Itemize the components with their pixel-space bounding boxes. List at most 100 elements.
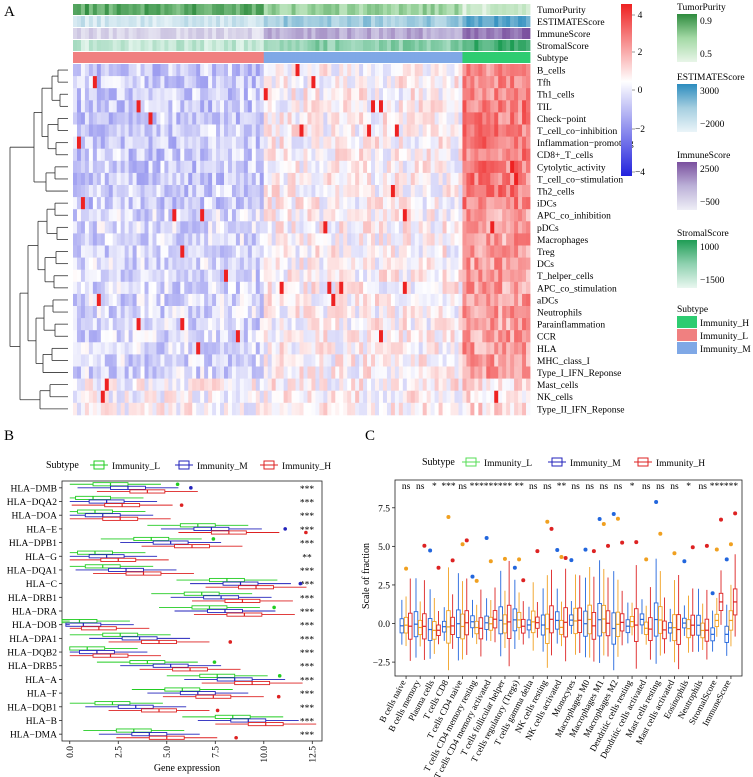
heatmap-cell <box>498 269 503 283</box>
heatmap-cell <box>446 185 451 198</box>
heatmap-cell <box>510 112 515 125</box>
heatmap-cell <box>390 330 396 343</box>
heatmap-cell <box>470 136 475 150</box>
heatmap-cell <box>390 76 396 89</box>
heatmap-cell <box>176 306 181 319</box>
heatmap-cell <box>251 148 257 162</box>
annotation-cell <box>315 16 320 27</box>
heatmap-cell <box>188 306 193 319</box>
row-label: T_cell_co−inhibition <box>537 127 618 137</box>
annotation-cell <box>371 4 376 15</box>
heatmap-cell <box>160 76 165 89</box>
heatmap-cell <box>526 390 531 404</box>
heatmap-cell <box>327 76 332 89</box>
heatmap-cell <box>172 281 177 295</box>
heatmap-cell <box>128 64 134 77</box>
heatmap-cell <box>299 172 304 186</box>
heatmap-cell <box>418 342 424 355</box>
annotation-cell <box>80 4 86 15</box>
heatmap-cell <box>239 366 245 379</box>
heatmap-cell <box>347 209 352 222</box>
heatmap-cell <box>323 390 328 404</box>
heatmap-cell <box>375 342 380 355</box>
heatmap-cell <box>196 257 201 271</box>
heatmap-cell <box>148 172 153 186</box>
heatmap-cell <box>506 390 511 404</box>
annotation-cell <box>291 4 296 15</box>
heatmap-cell <box>351 185 356 198</box>
heatmap-cell <box>438 293 443 307</box>
heatmap-cell <box>224 402 229 416</box>
heatmap-cell <box>267 185 273 198</box>
heatmap-cell <box>510 318 515 331</box>
heatmap-cell <box>462 318 467 331</box>
annotation-cell <box>120 4 126 15</box>
heatmap-cell <box>188 185 193 198</box>
heatmap-cell <box>402 136 408 150</box>
heatmap-cell <box>458 318 463 331</box>
heatmap-cell <box>438 100 443 113</box>
subtype-cell <box>422 52 428 63</box>
heatmap-cell <box>307 197 312 210</box>
heatmap-cell <box>259 185 265 198</box>
significance-label: *** <box>498 482 513 492</box>
heatmap-cell <box>144 136 149 150</box>
subtype-cell <box>188 52 193 63</box>
heatmap-cell <box>200 64 205 77</box>
annotation-cell <box>426 40 432 51</box>
heatmap-cell <box>88 281 94 295</box>
heatmap-cell <box>450 293 455 307</box>
heatmap-cell <box>104 76 110 89</box>
heatmap-cell <box>522 269 527 283</box>
heatmap-cell <box>116 330 122 343</box>
heatmap-cell <box>414 185 420 198</box>
heatmap-cell <box>84 136 90 150</box>
heatmap-cell <box>73 172 78 186</box>
significance-label: *** <box>300 485 315 495</box>
heatmap-cell <box>375 209 380 222</box>
heatmap-cell <box>526 209 531 222</box>
heatmap-cell <box>307 172 312 186</box>
heatmap-cell <box>235 124 241 137</box>
heatmap-cell <box>371 342 376 355</box>
heatmap-cell <box>442 112 447 125</box>
heatmap-cell <box>140 112 145 125</box>
heatmap-cell <box>216 354 221 367</box>
heatmap-cell <box>363 64 368 77</box>
heatmap-cell <box>168 88 173 101</box>
heatmap-cell <box>148 269 153 283</box>
heatmap-cell <box>526 136 531 150</box>
heatmap-cell <box>168 293 173 307</box>
annotation-cell <box>192 40 197 51</box>
annotation-cell <box>279 4 285 15</box>
heatmap-cell <box>398 124 404 137</box>
heatmap-cell <box>275 185 281 198</box>
heatmap-cell <box>438 209 443 222</box>
heatmap-cell <box>275 148 281 162</box>
heatmap-cell <box>398 306 404 319</box>
heatmap-cell <box>502 342 507 355</box>
heatmap-cell <box>402 209 408 222</box>
heatmap-cell <box>418 209 424 222</box>
heatmap-cell <box>410 330 416 343</box>
outlier-point <box>682 559 687 564</box>
heatmap-cell <box>422 318 428 331</box>
heatmap-cell <box>243 245 249 258</box>
heatmap-cell <box>331 293 336 307</box>
heatmap-cell <box>116 366 122 379</box>
heatmap-cell <box>430 160 436 174</box>
heatmap-cell <box>291 330 296 343</box>
heatmap-cell <box>327 245 332 258</box>
heatmap-cell <box>410 209 416 222</box>
heatmap-cell <box>498 233 503 246</box>
heatmap-cell <box>367 148 372 162</box>
heatmap-cell <box>247 76 253 89</box>
heatmap-cell <box>378 124 384 137</box>
heatmap-cell <box>263 88 269 101</box>
heatmap-cell <box>458 136 463 150</box>
heatmap-cell <box>239 330 245 343</box>
heatmap-cell <box>92 378 98 392</box>
heatmap-cell <box>267 233 273 246</box>
heatmap-cell <box>315 245 320 258</box>
